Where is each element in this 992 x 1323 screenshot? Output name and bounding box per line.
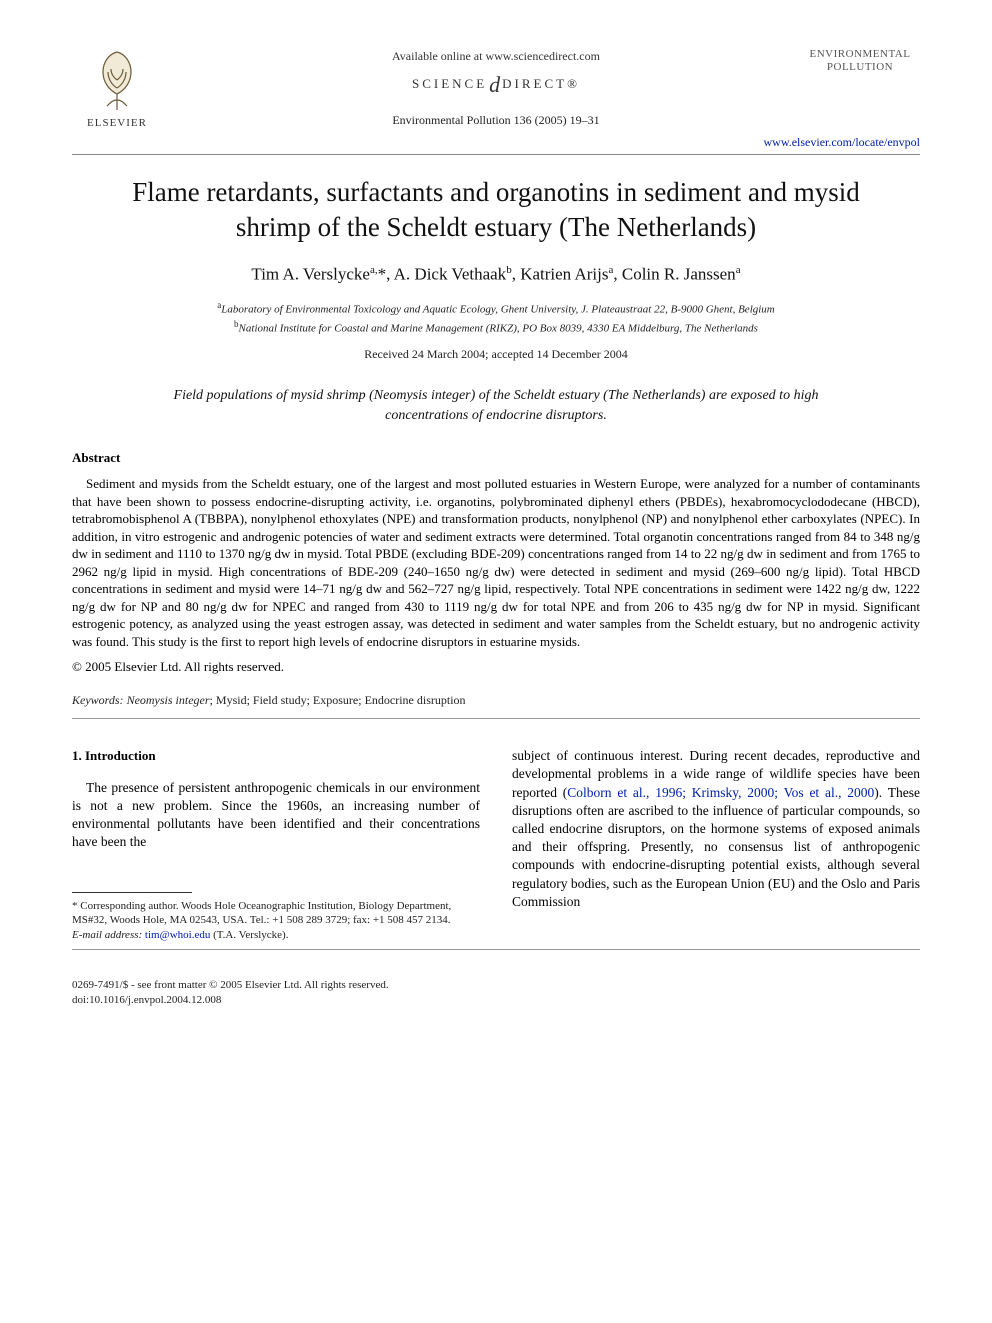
publisher-logo: ELSEVIER xyxy=(72,48,162,131)
available-online-text: Available online at www.sciencedirect.co… xyxy=(72,48,920,64)
citation-link[interactable]: Colborn et al., 1996; Krimsky, 2000; Vos… xyxy=(567,785,874,800)
introduction-heading: 1. Introduction xyxy=(72,747,480,765)
email-address[interactable]: tim@whoi.edu xyxy=(145,929,210,941)
abstract-body: Sediment and mysids from the Scheldt est… xyxy=(72,475,920,650)
journal-brand-line1: ENVIRONMENTAL xyxy=(800,48,920,61)
left-column: 1. Introduction The presence of persiste… xyxy=(72,747,480,943)
affiliations: aLaboratory of Environmental Toxicology … xyxy=(72,299,920,336)
affiliation-a: aLaboratory of Environmental Toxicology … xyxy=(72,299,920,318)
body-columns: 1. Introduction The presence of persiste… xyxy=(72,747,920,943)
highlight-statement: Field populations of mysid shrimp (Neomy… xyxy=(132,386,860,425)
abstract-rule xyxy=(72,718,920,719)
article-title: Flame retardants, surfactants and organo… xyxy=(112,175,880,245)
footer-left: 0269-7491/$ - see front matter © 2005 El… xyxy=(72,978,480,1008)
sciencedirect-logo: SCIENCEdDIRECT® xyxy=(72,70,920,100)
abstract-heading: Abstract xyxy=(72,449,920,467)
right-column: subject of continuous interest. During r… xyxy=(512,747,920,943)
issn-line: 0269-7491/$ - see front matter © 2005 El… xyxy=(72,978,480,993)
sd-d-icon: d xyxy=(489,72,500,97)
journal-header: ELSEVIER ENVIRONMENTAL POLLUTION Availab… xyxy=(72,48,920,155)
page-footer: 0269-7491/$ - see front matter © 2005 El… xyxy=(72,978,920,1008)
journal-brand: ENVIRONMENTAL POLLUTION xyxy=(800,48,920,74)
email-line: E-mail address: tim@whoi.edu (T.A. Versl… xyxy=(72,928,480,943)
keywords-first: Neomysis integer xyxy=(127,693,210,707)
keywords-label: Keywords: xyxy=(72,693,124,707)
article-dates: Received 24 March 2004; accepted 14 Dece… xyxy=(72,346,920,362)
affiliation-b: bNational Institute for Coastal and Mari… xyxy=(72,318,920,337)
corresponding-text: * Corresponding author. Woods Hole Ocean… xyxy=(72,899,480,929)
header-rule xyxy=(72,154,920,155)
citation-line: Environmental Pollution 136 (2005) 19–31 xyxy=(72,112,920,128)
footer-rule xyxy=(72,949,920,950)
intro-text-left: The presence of persistent anthropogenic… xyxy=(72,779,480,852)
intro-para-left: The presence of persistent anthropogenic… xyxy=(72,779,480,852)
email-label: E-mail address: xyxy=(72,929,142,941)
affiliation-b-text: National Institute for Coastal and Marin… xyxy=(239,322,758,334)
journal-brand-line2: POLLUTION xyxy=(800,61,920,74)
author-list: Tim A. Verslyckea,*, A. Dick Vethaakb, K… xyxy=(72,263,920,287)
copyright-line: © 2005 Elsevier Ltd. All rights reserved… xyxy=(72,658,920,676)
intro-para-right: subject of continuous interest. During r… xyxy=(512,747,920,911)
footer-right xyxy=(512,978,920,1008)
keywords-rest: ; Mysid; Field study; Exposure; Endocrin… xyxy=(210,693,466,707)
footnote-rule xyxy=(72,892,192,893)
journal-homepage-link[interactable]: www.elsevier.com/locate/envpol xyxy=(72,134,920,150)
elsevier-tree-icon xyxy=(85,48,149,112)
publisher-name: ELSEVIER xyxy=(72,116,162,131)
doi-line: doi:10.1016/j.envpol.2004.12.008 xyxy=(72,993,480,1008)
keywords-line: Keywords: Neomysis integer; Mysid; Field… xyxy=(72,692,920,708)
sd-left: SCIENCE xyxy=(412,76,487,91)
email-owner: (T.A. Verslycke). xyxy=(213,929,288,941)
sd-right: DIRECT® xyxy=(502,76,580,91)
corresponding-author-footnote: * Corresponding author. Woods Hole Ocean… xyxy=(72,899,480,944)
affiliation-a-text: Laboratory of Environmental Toxicology a… xyxy=(221,304,775,316)
